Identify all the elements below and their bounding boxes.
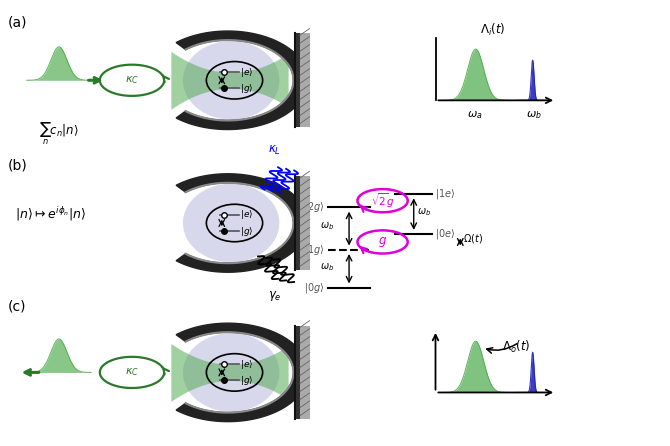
Text: $\Lambda_i(t)$: $\Lambda_i(t)$ <box>480 22 505 38</box>
Text: $|g\rangle$: $|g\rangle$ <box>241 374 254 387</box>
Ellipse shape <box>183 184 279 262</box>
Bar <box>295 176 300 270</box>
Text: (c): (c) <box>8 300 27 314</box>
Text: $|2g\rangle$: $|2g\rangle$ <box>304 200 325 215</box>
Text: $g$: $g$ <box>378 235 387 249</box>
Text: (a): (a) <box>8 16 27 29</box>
Text: $\kappa_C$: $\kappa_C$ <box>125 74 139 86</box>
Text: $|g\rangle$: $|g\rangle$ <box>241 224 254 238</box>
Bar <box>295 33 300 127</box>
Text: $\sum_n c_n|n\rangle$: $\sum_n c_n|n\rangle$ <box>39 121 79 148</box>
Bar <box>300 33 310 127</box>
Polygon shape <box>176 174 308 272</box>
Text: $|g\rangle$: $|g\rangle$ <box>241 82 254 95</box>
Ellipse shape <box>183 333 279 412</box>
Text: $\omega_b$: $\omega_b$ <box>417 206 431 218</box>
Text: (b): (b) <box>8 158 27 172</box>
Text: $\Lambda_o(t)$: $\Lambda_o(t)$ <box>502 339 530 355</box>
Text: $\omega_b$: $\omega_b$ <box>526 109 542 121</box>
Text: $\omega_b$: $\omega_b$ <box>320 221 334 232</box>
Text: $|0e\rangle$: $|0e\rangle$ <box>435 227 455 241</box>
Text: $|n\rangle \mapsto e^{i\phi_n}|n\rangle$: $|n\rangle \mapsto e^{i\phi_n}|n\rangle$ <box>15 205 86 223</box>
Text: $\Omega(t)$: $\Omega(t)$ <box>463 232 483 245</box>
Text: $\omega_b$: $\omega_b$ <box>320 261 334 273</box>
Polygon shape <box>176 323 308 421</box>
Text: $|1e\rangle$: $|1e\rangle$ <box>435 187 455 201</box>
Text: $\kappa_L$: $\kappa_L$ <box>268 144 281 157</box>
Bar <box>295 326 300 419</box>
Text: $\kappa_C$: $\kappa_C$ <box>125 367 139 378</box>
Bar <box>300 176 310 270</box>
Text: $|1g\rangle$: $|1g\rangle$ <box>304 243 325 257</box>
Text: $|0g\rangle$: $|0g\rangle$ <box>304 281 325 295</box>
Polygon shape <box>176 31 308 129</box>
Text: $|e\rangle$: $|e\rangle$ <box>241 358 254 371</box>
Text: $\gamma_e$: $\gamma_e$ <box>268 289 281 303</box>
Bar <box>300 326 310 419</box>
Text: $|e\rangle$: $|e\rangle$ <box>241 66 254 79</box>
Text: $\omega_a$: $\omega_a$ <box>466 109 482 121</box>
Ellipse shape <box>183 41 279 120</box>
Text: $|e\rangle$: $|e\rangle$ <box>241 208 254 222</box>
Text: $\sqrt{2}g$: $\sqrt{2}g$ <box>371 191 395 210</box>
